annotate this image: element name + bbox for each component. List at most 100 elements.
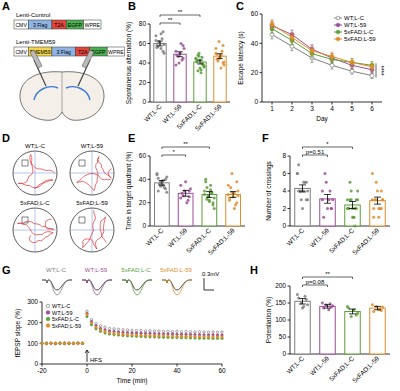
y-tick-label: 60	[139, 40, 147, 47]
marker	[126, 329, 128, 331]
legend-marker	[46, 304, 50, 308]
legend-marker	[336, 37, 340, 41]
trace-label: 5xFAD;L-59	[160, 267, 192, 273]
marker	[50, 342, 52, 344]
pool-label: 5xFAD;L-C	[20, 200, 50, 206]
point	[223, 63, 226, 66]
point	[233, 207, 236, 210]
marker	[207, 336, 209, 338]
marker	[95, 326, 97, 328]
marker	[41, 342, 43, 344]
element-label: 3 Flag	[33, 22, 48, 28]
point	[155, 46, 158, 49]
sig-label: **	[183, 141, 188, 147]
marker	[153, 330, 155, 332]
y-tick-label: 100	[275, 316, 286, 323]
y-tick-label: 0	[282, 222, 286, 229]
sig-label: **	[178, 9, 183, 15]
point	[331, 198, 334, 201]
pool-label: 5xFAD;L-59	[76, 200, 108, 206]
platform	[79, 217, 85, 223]
point	[183, 47, 186, 50]
panel-letter: G	[2, 264, 11, 276]
point	[177, 62, 180, 65]
marker	[189, 335, 191, 337]
construct-element	[28, 20, 52, 29]
marker	[72, 342, 74, 344]
marker	[176, 330, 178, 332]
x-tick-label: 5xFAD;L-59	[193, 102, 222, 131]
marker	[63, 343, 65, 345]
y-tick	[288, 286, 291, 287]
bar	[226, 195, 241, 227]
marker	[59, 342, 61, 344]
swim-path	[82, 210, 106, 249]
marker	[198, 331, 200, 333]
y-tick-label: 0	[142, 98, 146, 105]
point	[227, 193, 230, 196]
point	[356, 198, 359, 201]
element-label: WPRE	[108, 49, 124, 55]
x-tick-label: 3	[310, 105, 314, 112]
marker	[330, 55, 334, 59]
y-axis-label: fEPSP slope (%)	[14, 309, 22, 357]
marker	[153, 334, 155, 336]
marker	[180, 335, 182, 337]
marker	[50, 342, 52, 344]
point	[306, 303, 309, 306]
error-bar	[374, 197, 381, 204]
x-tick-label: WT;L-59	[308, 354, 330, 376]
y-tick-label: 8	[282, 152, 286, 159]
y-tick-label: 0	[254, 98, 258, 105]
error-bar	[159, 181, 165, 186]
marker	[54, 342, 56, 344]
x-tick-label: 5xFAD;L-59	[351, 354, 380, 383]
point	[236, 194, 239, 197]
bar	[295, 301, 311, 354]
trace-post	[122, 280, 152, 295]
point	[220, 66, 223, 69]
point	[301, 307, 304, 310]
sig-bracket	[303, 155, 328, 157]
x-tick-label: 5	[350, 105, 354, 112]
sig-bracket	[160, 15, 200, 17]
error-bar	[217, 54, 222, 59]
x-tick-label: WT;L-C	[285, 355, 305, 375]
point	[187, 199, 190, 202]
point	[163, 43, 166, 46]
marker	[72, 342, 74, 344]
marker	[131, 329, 133, 331]
point	[213, 207, 216, 210]
y-tick-label: 6	[282, 170, 286, 177]
element-label: CMV	[15, 49, 27, 55]
marker	[180, 331, 182, 333]
bar	[214, 56, 226, 102]
point	[157, 177, 160, 180]
platform	[22, 160, 28, 166]
point	[380, 207, 383, 210]
legend-label: WT;L-59	[344, 22, 367, 28]
error-bar	[206, 192, 212, 198]
trace-label: WT;L-C	[46, 267, 67, 273]
marker	[81, 342, 83, 344]
bar	[174, 54, 186, 102]
sig-label: **	[325, 271, 330, 277]
marker	[117, 333, 119, 335]
point	[372, 207, 375, 210]
marker	[41, 342, 43, 344]
y-tick-label: 20	[251, 69, 259, 76]
y-tick	[288, 173, 291, 174]
y-tick-label: 20	[139, 199, 147, 206]
marker	[176, 335, 178, 337]
swim-path	[18, 155, 55, 189]
construct-element	[14, 20, 28, 29]
marker	[207, 331, 209, 333]
point	[376, 190, 379, 193]
marker	[135, 334, 137, 336]
point	[214, 47, 217, 50]
scale-label: 0.3mV	[202, 271, 219, 277]
y-axis	[42, 302, 43, 364]
point	[176, 55, 179, 58]
y-tick	[148, 24, 151, 25]
marker	[77, 342, 79, 344]
